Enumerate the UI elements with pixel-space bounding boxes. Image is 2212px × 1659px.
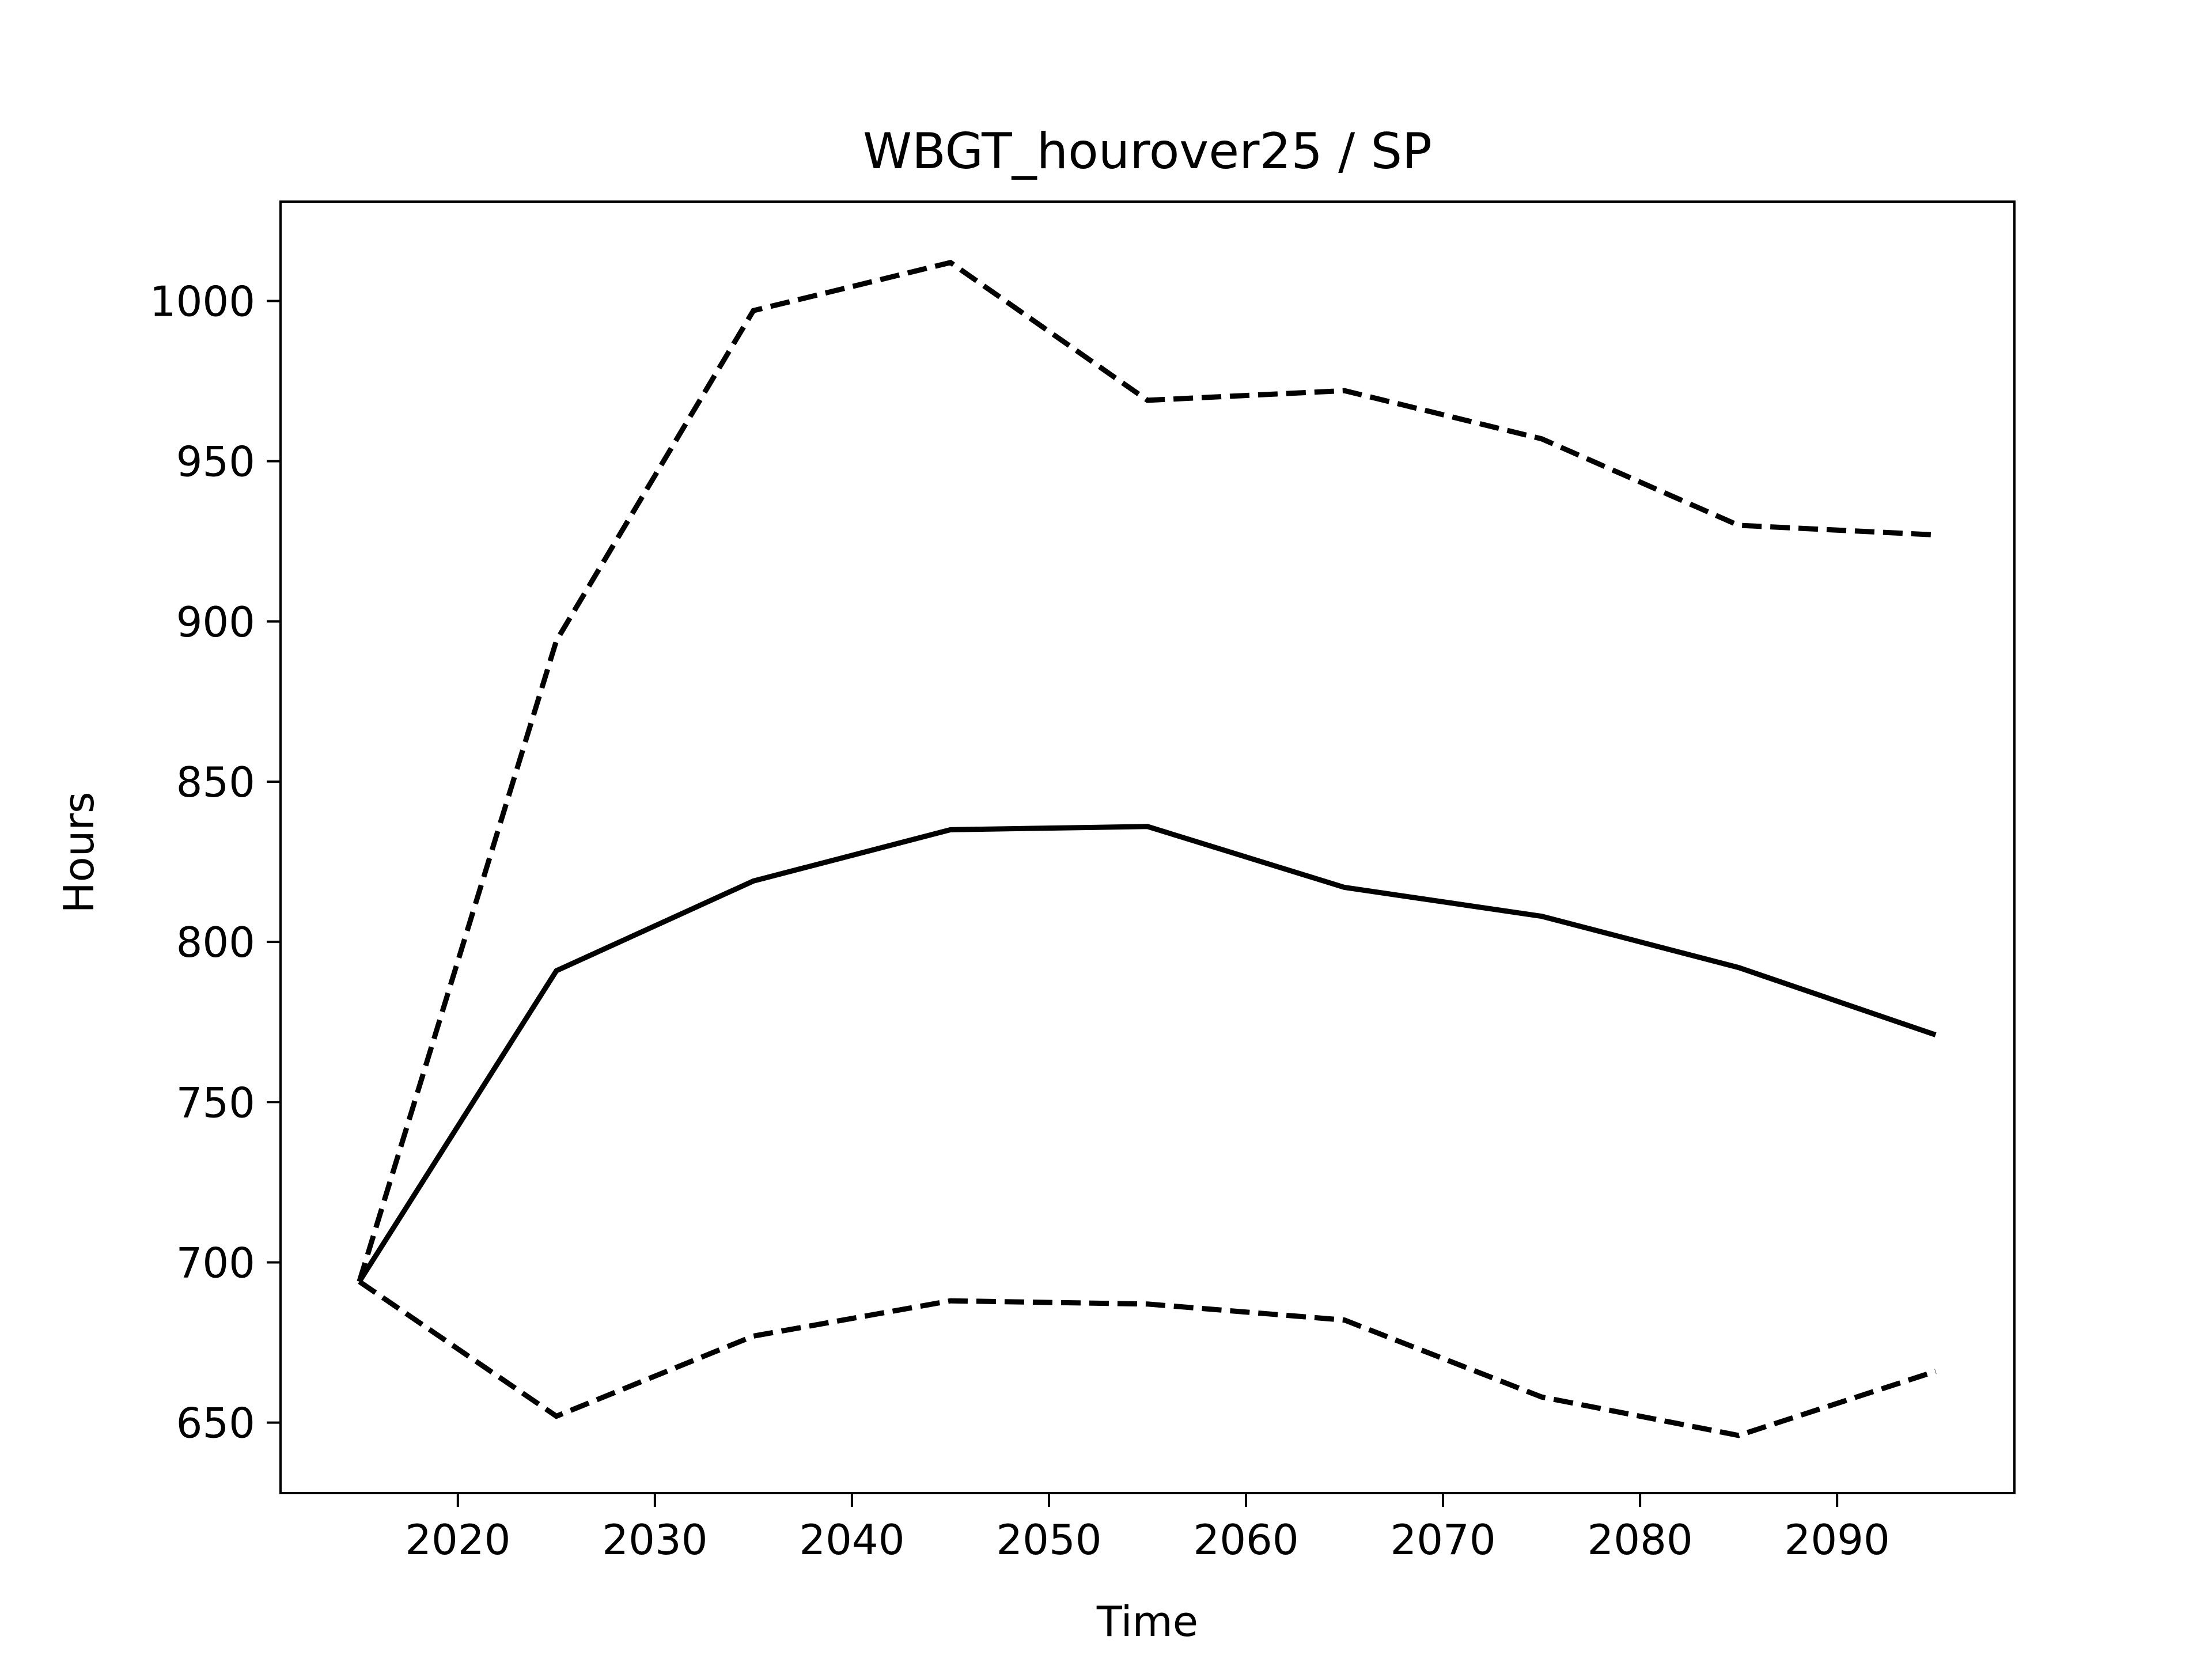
x-tick-label: 2030 <box>602 1516 707 1564</box>
x-tick-label: 2080 <box>1587 1516 1692 1564</box>
y-tick-label: 750 <box>176 1078 255 1127</box>
y-tick-label: 1000 <box>150 277 255 325</box>
x-tick-label: 2020 <box>405 1516 510 1564</box>
plot-area: 2020 2030 2040 2050 2060 2070 2080 2090 650 700 75… <box>150 259 1937 1564</box>
y-axis-label: Hours <box>55 792 103 914</box>
y-tick-label: 700 <box>176 1238 255 1287</box>
series-line-3 <box>358 1279 1937 1438</box>
y-tick-label: 900 <box>176 598 255 646</box>
y-tick-label: 850 <box>176 758 255 806</box>
x-tick-label: 2070 <box>1390 1516 1495 1564</box>
x-tick-label: 2060 <box>1193 1516 1298 1564</box>
x-tick-label: 2090 <box>1785 1516 1890 1564</box>
x-tick-label: 2050 <box>996 1516 1101 1564</box>
plot-frame <box>279 200 2016 1494</box>
x-axis-label: Time <box>1096 1597 1198 1646</box>
series-line-1 <box>357 824 1937 1283</box>
x-tick-label: 2040 <box>799 1516 904 1564</box>
y-tick-label: 800 <box>176 918 255 967</box>
chart-title: WBGT_hourover25 / SP <box>863 123 1432 180</box>
series-line-2 <box>357 259 1936 1283</box>
y-tick-label: 950 <box>176 438 255 486</box>
y-tick-label: 650 <box>176 1399 255 1448</box>
